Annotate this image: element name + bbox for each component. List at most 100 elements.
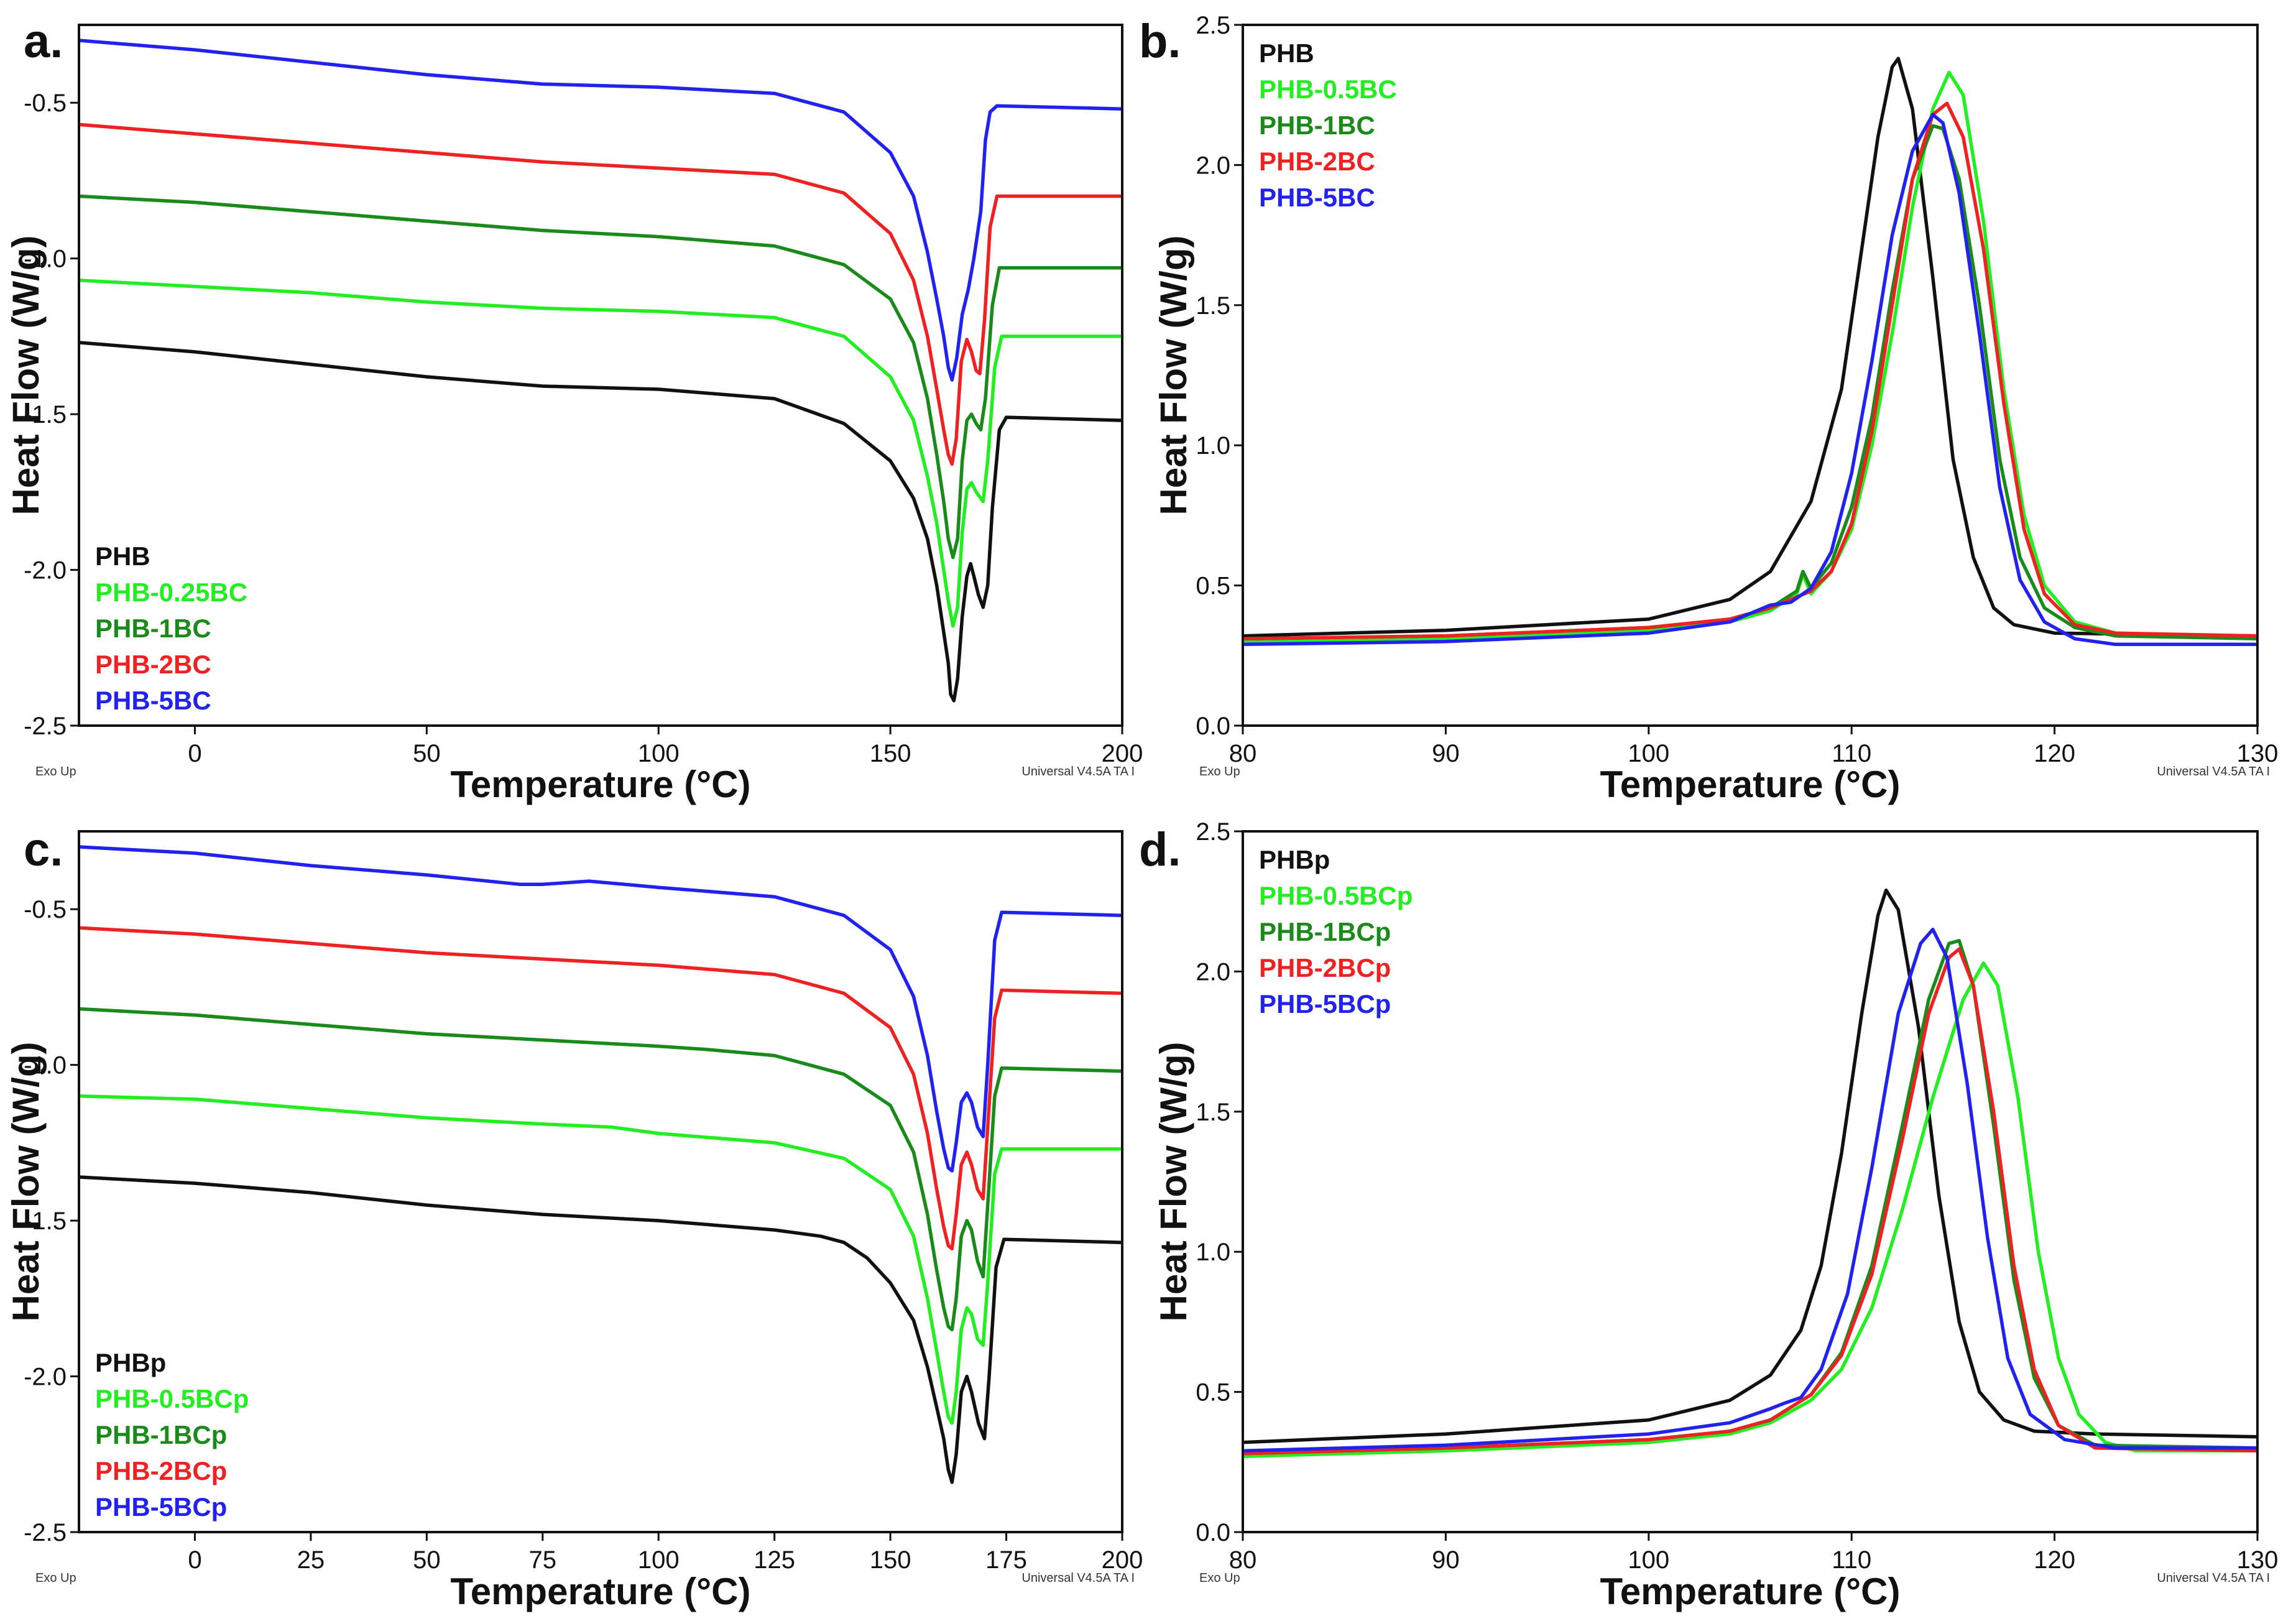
legend-entry: PHB-5BCp xyxy=(1259,989,1391,1018)
series-line-phb xyxy=(1243,57,2257,638)
x-tick-label: 120 xyxy=(2034,740,2075,767)
x-tick-label: 100 xyxy=(1628,1546,1669,1574)
x-tick-label: 150 xyxy=(870,1546,911,1574)
series-line-phb-5bcp xyxy=(79,845,1122,1173)
exo-up-note: Exo Up xyxy=(35,765,76,778)
series-line-phb-1bc xyxy=(79,194,1122,560)
legend-entry: PHB-0.5BC xyxy=(1259,75,1397,104)
panel-a: a. 0 50 100 150 200 -0.5 -1.0 -1.5 -2.0 -2.5 Temper… xyxy=(5,15,1143,805)
plot-frame xyxy=(78,830,1123,1533)
series-line-phb-1bc xyxy=(1243,124,2257,641)
legend-entry: PHB-2BC xyxy=(95,650,211,679)
series-line-phb-1bcp xyxy=(1243,939,2257,1456)
exo-up-note: Exo Up xyxy=(35,1571,76,1585)
panel-b: b. 80 90 100 110 120 130 0.0 0.5 1.0 1.5 2.0 2.5 Temp… xyxy=(1139,12,2278,805)
legend-entry: PHB-0.25BC xyxy=(95,578,247,607)
legend-entry: PHB xyxy=(1259,39,1314,68)
exo-up-note: Exo Up xyxy=(1199,1571,1240,1585)
y-tick-label: -2.5 xyxy=(24,713,67,740)
y-tick-label: -0.5 xyxy=(24,90,67,117)
x-tick-label: 90 xyxy=(1432,740,1460,767)
y-tick-label: 1.0 xyxy=(1196,1239,1230,1266)
legend-entry: PHB-0.5BCp xyxy=(1259,881,1413,910)
x-tick-label: 110 xyxy=(1832,1546,1871,1574)
series-line-phb-2bc xyxy=(79,122,1122,466)
x-tick-label: 0 xyxy=(188,1546,201,1574)
series-line-phb-2bcp xyxy=(79,926,1122,1250)
y-tick-label: -1.5 xyxy=(24,401,67,428)
x-tick-label: 125 xyxy=(754,1546,795,1574)
series-group xyxy=(1243,888,2257,1459)
legend-entry: PHB-1BCp xyxy=(1259,917,1391,946)
legend-entry: PHB-2BCp xyxy=(95,1456,227,1485)
series-group xyxy=(79,39,1122,703)
y-tick-label: 1.5 xyxy=(1196,292,1230,320)
legend: PHBp PHB-0.5BCp PHB-1BCp PHB-2BCp PHB-5BCp xyxy=(1259,845,1413,1018)
y-tick-label: -1.0 xyxy=(24,246,67,273)
legend-entry: PHB-1BCp xyxy=(95,1420,227,1449)
series-line-phb-05bcp xyxy=(1243,961,2257,1459)
plot-frame xyxy=(78,24,1123,727)
y-tick-label: -0.5 xyxy=(24,896,67,923)
panel-c: c. 0 25 50 75 100 125 150 175 200 -0.5 -1.0 -1.5 -2.0… xyxy=(5,823,1143,1612)
x-axis-title: Temperature (°C) xyxy=(451,764,751,805)
x-tick-label: 120 xyxy=(2034,1546,2075,1574)
x-tick-label: 25 xyxy=(297,1546,325,1574)
x-tick-label: 200 xyxy=(1102,740,1143,767)
legend-entry: PHB-1BC xyxy=(95,614,211,643)
legend-entry: PHB-5BC xyxy=(1259,183,1375,212)
series-line-phb-05bcp xyxy=(79,1094,1122,1425)
series-line-phb-5bcp xyxy=(1243,928,2257,1453)
legend-entry: PHB-5BCp xyxy=(95,1492,227,1522)
x-tick-label: 100 xyxy=(638,740,680,767)
software-version-note: Universal V4.5A TA I xyxy=(1021,765,1135,778)
series-line-phb-1bcp xyxy=(79,1007,1122,1332)
exo-up-note: Exo Up xyxy=(1199,765,1240,778)
x-tick-label: 0 xyxy=(188,740,201,767)
software-version-note: Universal V4.5A TA I xyxy=(2157,1571,2270,1585)
legend: PHB PHB-0.25BC PHB-1BC PHB-2BC PHB-5BC xyxy=(95,542,247,715)
y-tick-label: 2.5 xyxy=(1196,12,1230,39)
x-tick-label: 50 xyxy=(413,740,441,767)
legend-entry: PHB-1BC xyxy=(1259,111,1375,140)
y-tick-label: 1.5 xyxy=(1196,1099,1230,1126)
legend-entry: PHB-2BC xyxy=(1259,147,1375,176)
panel-letter: d. xyxy=(1139,823,1181,876)
panel-d: d. 80 90 100 110 120 130 0.0 0.5 1.0 1.5 2.0 2.5 Temp… xyxy=(1139,818,2278,1612)
panel-letter: c. xyxy=(24,823,63,876)
series-group xyxy=(79,845,1122,1484)
y-tick-label: 0.5 xyxy=(1196,1379,1230,1406)
x-axis-title: Temperature (°C) xyxy=(1600,1571,1901,1612)
y-tick-label: 0.0 xyxy=(1196,1519,1230,1546)
x-tick-label: 80 xyxy=(1229,1546,1257,1574)
legend: PHB PHB-0.5BC PHB-1BC PHB-2BC PHB-5BC xyxy=(1259,39,1397,212)
legend-entry: PHB-5BC xyxy=(95,686,211,715)
y-axis-title: Heat Flow (W/g) xyxy=(5,236,47,515)
y-tick-label: 2.0 xyxy=(1196,958,1230,986)
y-tick-label: -2.0 xyxy=(24,1364,67,1391)
legend-entry: PHB xyxy=(95,542,150,571)
x-tick-label: 80 xyxy=(1229,740,1257,767)
plot-frame xyxy=(1242,24,2259,727)
legend-entry: PHBp xyxy=(1259,845,1330,874)
x-tick-label: 50 xyxy=(413,1546,441,1574)
x-axis-title: Temperature (°C) xyxy=(451,1571,751,1612)
panel-letter: a. xyxy=(24,15,63,68)
legend-entry: PHBp xyxy=(95,1348,166,1377)
x-tick-label: 75 xyxy=(529,1546,557,1574)
series-line-phb-5bc xyxy=(1243,113,2257,647)
series-line-phbp xyxy=(1243,888,2257,1444)
legend-entry: PHB-0.5BCp xyxy=(95,1384,249,1413)
x-tick-label: 130 xyxy=(2237,1546,2279,1574)
x-tick-label: 130 xyxy=(2237,740,2279,767)
y-tick-label: -1.5 xyxy=(24,1208,67,1235)
series-line-phb-5bc xyxy=(79,39,1122,382)
x-tick-label: 110 xyxy=(1832,740,1871,767)
series-line-phb xyxy=(79,341,1122,703)
x-tick-label: 175 xyxy=(985,1546,1027,1574)
x-tick-label: 100 xyxy=(638,1546,680,1574)
plot-frame xyxy=(1242,830,2259,1533)
software-version-note: Universal V4.5A TA I xyxy=(1021,1571,1135,1585)
y-tick-label: 0.0 xyxy=(1196,713,1230,740)
